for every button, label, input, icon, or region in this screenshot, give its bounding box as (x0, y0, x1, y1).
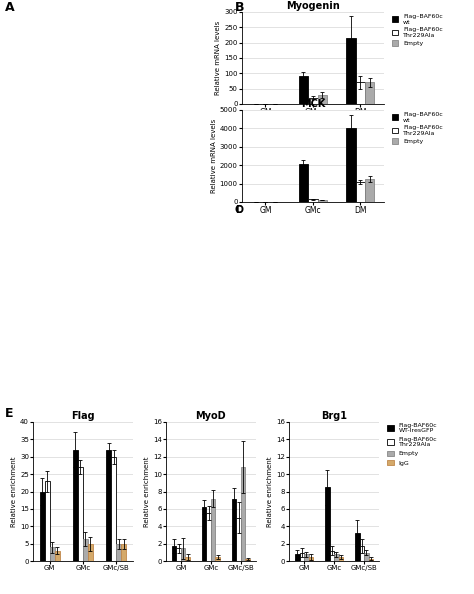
Bar (309, 557, 313, 561)
Text: E: E (5, 407, 13, 420)
Bar (73, 450, 78, 561)
Text: D: D (235, 205, 243, 215)
Title: Brg1: Brg1 (321, 411, 347, 421)
Bar (346, 38, 356, 104)
Bar (106, 450, 111, 561)
Bar (241, 467, 246, 561)
Bar (304, 554, 309, 561)
Bar (365, 83, 374, 104)
Bar (308, 98, 318, 104)
Bar (355, 533, 360, 561)
Bar (121, 544, 126, 561)
Bar (50, 548, 55, 561)
Title: MyoD: MyoD (196, 411, 226, 421)
Bar (232, 498, 237, 561)
Bar (318, 95, 327, 104)
Y-axis label: Relative enrichment: Relative enrichment (11, 456, 17, 527)
Legend: Flag–BAF60c
wt, Flag–BAF60c
Thr229Ala, Empty: Flag–BAF60c wt, Flag–BAF60c Thr229Ala, E… (392, 13, 444, 47)
Bar (55, 551, 60, 561)
Bar (338, 557, 343, 561)
Bar (88, 544, 93, 561)
Bar (185, 557, 190, 561)
Bar (334, 554, 338, 561)
Bar (369, 559, 373, 561)
Title: MCK: MCK (301, 99, 325, 109)
Legend: Flag-BAF60c
WT-IresGFP, Flag-BAF60c
Thr229Ala, Empty, IgG: Flag-BAF60c WT-IresGFP, Flag-BAF60c Thr2… (387, 422, 438, 466)
Bar (318, 200, 327, 202)
Y-axis label: Relative mRNA levels: Relative mRNA levels (211, 119, 217, 193)
Bar (116, 544, 121, 561)
Bar (295, 554, 300, 561)
Legend: Flag–BAF60c
wt, Flag–BAF60c
Thr229Ala, Empty: Flag–BAF60c wt, Flag–BAF60c Thr229Ala, E… (392, 111, 444, 145)
Y-axis label: Relative mRNA levels: Relative mRNA levels (215, 21, 221, 95)
Bar (237, 518, 241, 561)
Bar (202, 507, 206, 561)
Bar (356, 182, 365, 202)
Bar (356, 83, 365, 104)
Bar (176, 548, 181, 561)
Title: Myogenin: Myogenin (286, 1, 340, 11)
Bar (83, 539, 88, 561)
Bar (299, 77, 308, 104)
Bar (206, 513, 211, 561)
Bar (172, 546, 176, 561)
Y-axis label: Relative enrichment: Relative enrichment (144, 456, 150, 527)
Text: A: A (5, 1, 14, 14)
Text: C: C (235, 205, 242, 215)
Y-axis label: Relative enrichment: Relative enrichment (267, 456, 273, 527)
Bar (308, 199, 318, 202)
Bar (329, 551, 334, 561)
Bar (364, 552, 369, 561)
Bar (360, 546, 364, 561)
Bar (40, 492, 45, 561)
Bar (111, 457, 116, 561)
Bar (211, 498, 215, 561)
Bar (346, 128, 356, 202)
Bar (325, 487, 329, 561)
Bar (78, 467, 83, 561)
Bar (300, 552, 304, 561)
Title: Flag: Flag (71, 411, 95, 421)
Bar (246, 559, 250, 561)
Bar (181, 548, 185, 561)
Bar (45, 481, 50, 561)
Bar (365, 179, 374, 202)
Bar (215, 557, 220, 561)
Text: B: B (235, 1, 244, 14)
Bar (299, 164, 308, 202)
